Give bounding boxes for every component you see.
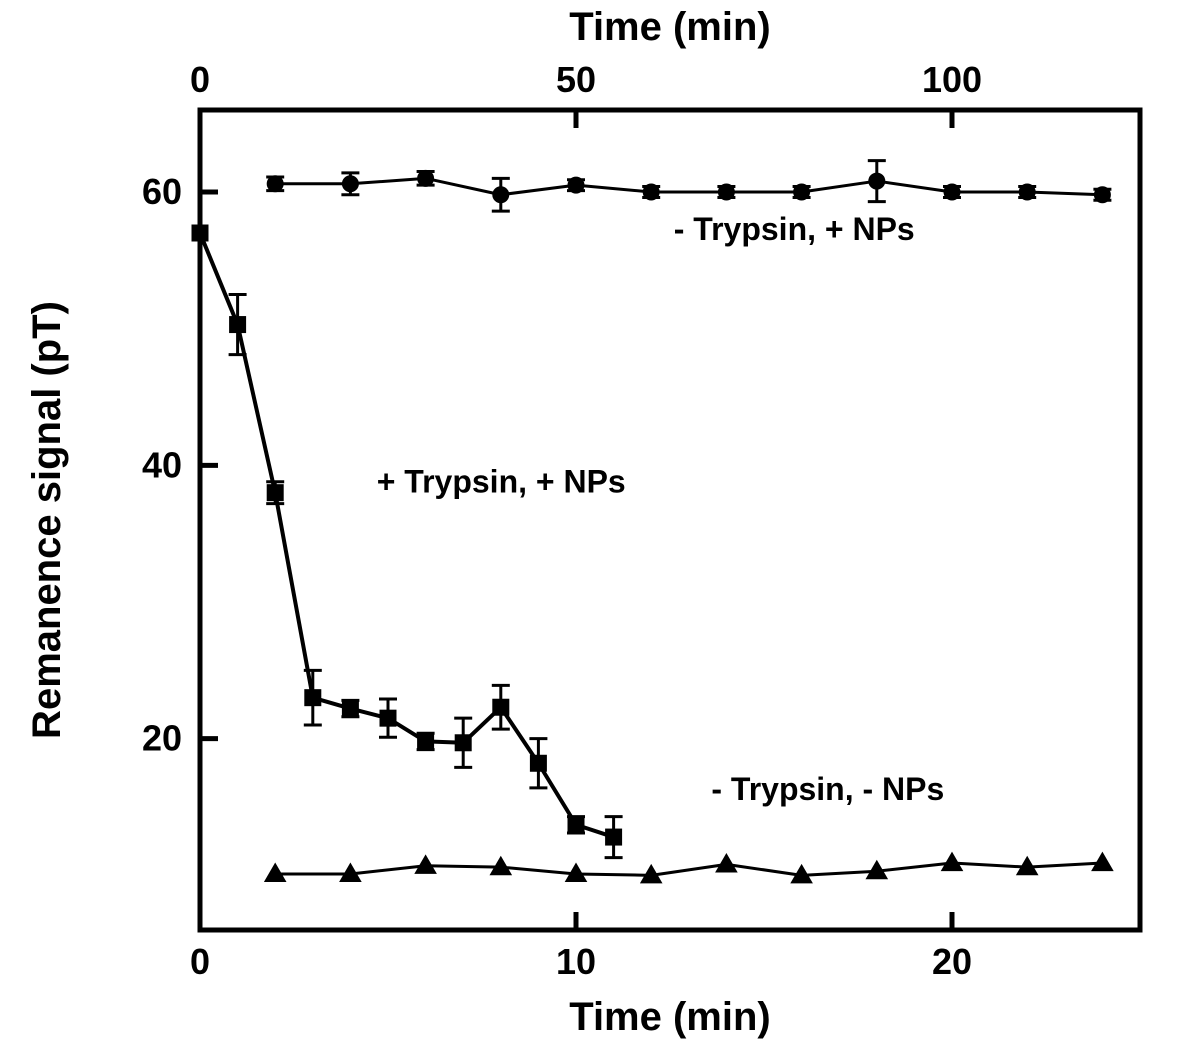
marker-circle [493,187,509,203]
marker-triangle [942,853,963,871]
marker-square [568,817,584,833]
axis-title-bottom: Time (min) [569,995,771,1039]
series-no_trypsin_with_nps: - Trypsin, + NPs [266,161,1111,247]
marker-triangle [1092,853,1113,871]
marker-circle [267,176,283,192]
marker-circle [794,184,810,200]
x-bottom-tick-label: 10 [556,941,596,982]
marker-square [493,699,509,715]
series-label: - Trypsin, - NPs [711,771,944,807]
x-bottom-tick-label: 20 [932,941,972,982]
marker-square [455,735,471,751]
marker-square [342,701,358,717]
marker-triangle [415,855,436,873]
marker-square [305,690,321,706]
marker-square [230,317,246,333]
marker-circle [1019,184,1035,200]
x-bottom-tick-label: 0 [190,941,210,982]
chart-container: 0 10 20 0 50 100 20 40 60 Time (min) Time (min) Rem… [0,0,1193,1048]
marker-square [530,755,546,771]
marker-square [380,710,396,726]
marker-square [267,485,283,501]
y-tick-label: 40 [142,444,182,485]
series-line [275,178,1102,194]
series-with_trypsin: + Trypsin, + NPs [192,225,626,858]
marker-square [418,733,434,749]
x-top-tick-label: 0 [190,59,210,100]
marker-circle [568,177,584,193]
axis-title-left: Remanence signal (pT) [25,301,69,739]
chart-svg: 0 10 20 0 50 100 20 40 60 Time (min) Time (min) Rem… [0,0,1193,1048]
marker-square [606,829,622,845]
y-tick-label: 20 [142,718,182,759]
marker-circle [1094,187,1110,203]
marker-circle [643,184,659,200]
marker-circle [418,170,434,186]
marker-circle [718,184,734,200]
series-line [200,233,614,837]
series-label: + Trypsin, + NPs [377,464,626,500]
series-no_trypsin_no_nps: - Trypsin, - NPs [265,771,1113,883]
marker-triangle [716,854,737,872]
marker-circle [944,184,960,200]
x-top-tick-label: 50 [556,59,596,100]
series-label: - Trypsin, + NPs [674,211,915,247]
marker-square [192,225,208,241]
y-tick-label: 60 [142,171,182,212]
axis-title-top: Time (min) [569,5,771,49]
series-line [275,863,1102,875]
x-top-tick-label: 100 [922,59,982,100]
marker-circle [342,176,358,192]
marker-circle [869,173,885,189]
